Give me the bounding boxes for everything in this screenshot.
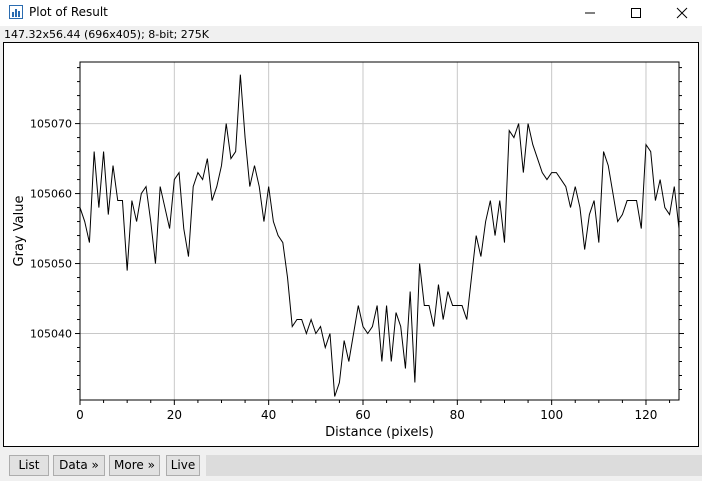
y-tick-label: 105070 [30,118,72,131]
status-area [206,455,702,476]
data-line [79,74,680,397]
list-button[interactable]: List [9,455,49,476]
x-tick-label: 20 [167,408,182,422]
x-tick-label: 0 [76,408,84,422]
minimize-icon [585,12,595,14]
minimize-button[interactable] [567,0,613,26]
plot-grid [80,62,679,400]
plot-series [79,74,680,397]
x-tick-label: 120 [635,408,658,422]
live-button[interactable]: Live [166,455,200,476]
x-tick-label: 100 [540,408,563,422]
y-tick-label: 105050 [30,258,72,271]
plot-frame [79,61,680,401]
button-bar: List Data » More » Live [0,450,702,481]
image-info-line: 147.32x56.44 (696x405); 8-bit; 275K [4,28,210,41]
plot-ticks: 0 20 40 60 80 100 120 105040 105050 105060 105070 [30,67,684,422]
window-titlebar: Plot of Result [0,0,702,26]
close-icon [676,7,688,19]
y-tick-label: 105040 [30,328,72,341]
x-tick-label: 60 [355,408,370,422]
line-plot: 0 20 40 60 80 100 120105040105050105060105070 … [12,61,684,440]
x-tick-label: 80 [450,408,465,422]
plot-window-icon [9,5,23,19]
data-button[interactable]: Data » [53,455,105,476]
maximize-icon [631,8,641,18]
more-button[interactable]: More » [109,455,160,476]
y-axis-label: Gray Value [12,196,27,267]
x-tick-label: 40 [261,408,276,422]
plot-panel: 0 20 40 60 80 100 120 105040 105050 105060 105070 … [3,42,699,447]
close-button[interactable] [659,0,702,26]
window-title: Plot of Result [29,5,108,19]
maximize-button[interactable] [613,0,659,26]
y-tick-label: 105060 [30,188,72,201]
x-axis-label: Distance (pixels) [325,425,434,440]
